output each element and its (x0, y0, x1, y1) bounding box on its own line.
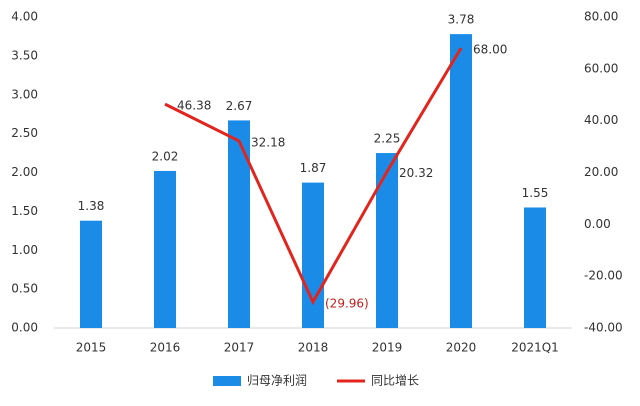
bar-value-label: 2.02 (152, 149, 179, 163)
bar (376, 153, 398, 328)
y-tick-label: 4.00 (11, 10, 38, 24)
line-value-label: 32.18 (251, 135, 285, 149)
bar (524, 207, 546, 328)
y-tick-label: 3.50 (11, 48, 38, 62)
x-tick-label: 2021Q1 (511, 341, 559, 355)
x-tick-label: 2020 (446, 341, 477, 355)
y-tick-label: 3.00 (11, 87, 38, 101)
x-tick-label: 2016 (150, 341, 181, 355)
bar-value-label: 1.55 (522, 186, 549, 200)
bar (80, 220, 102, 328)
bar (450, 34, 472, 328)
bar (302, 182, 324, 328)
x-tick-label: 2017 (224, 341, 255, 355)
y2-tick-label: 60.00 (584, 61, 618, 75)
legend-label: 归母净利润 (247, 374, 307, 388)
y2-tick-label: 80.00 (584, 10, 618, 24)
legend-swatch (213, 376, 241, 386)
y-tick-label: 0.00 (11, 321, 38, 335)
line-value-label: 20.32 (399, 166, 433, 180)
bar (154, 170, 176, 328)
y-tick-label: 0.50 (11, 282, 38, 296)
bar-value-label: 2.67 (226, 99, 253, 113)
legend-label: 同比增长 (371, 374, 419, 388)
bar-value-label: 1.38 (78, 199, 105, 213)
line-value-label: 46.38 (177, 99, 211, 113)
y2-tick-label: 40.00 (584, 113, 618, 127)
line (164, 47, 463, 306)
y2-tick-label: -20.00 (584, 269, 623, 283)
bar-value-label: 3.78 (448, 13, 475, 27)
line-value-label: 68.00 (473, 43, 507, 57)
y2-tick-label: 0.00 (584, 217, 611, 231)
line-value-label: (29.96) (325, 296, 369, 310)
y-tick-label: 1.00 (11, 243, 38, 257)
y-tick-label: 2.50 (11, 126, 38, 140)
y2-tick-label: -40.00 (584, 321, 623, 335)
x-tick-label: 2015 (76, 341, 107, 355)
x-tick-label: 2018 (298, 341, 329, 355)
bar (228, 120, 250, 328)
x-tick-label: 2019 (372, 341, 403, 355)
bar-value-label: 1.87 (300, 161, 327, 175)
y2-tick-label: 20.00 (584, 165, 618, 179)
y-tick-label: 1.50 (11, 204, 38, 218)
bar-value-label: 2.25 (374, 132, 401, 146)
y-tick-label: 2.00 (11, 165, 38, 179)
